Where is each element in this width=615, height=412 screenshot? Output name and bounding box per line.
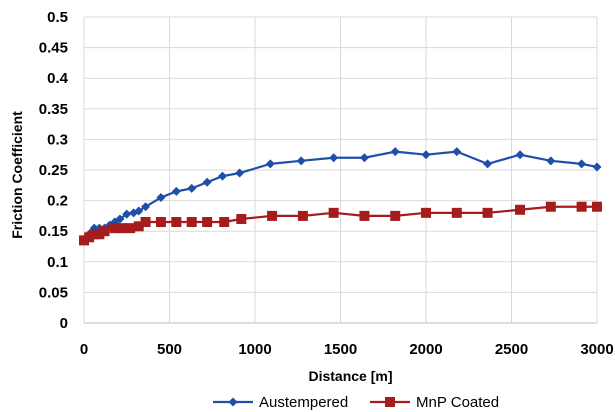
data-point bbox=[186, 217, 197, 228]
data-point bbox=[133, 221, 144, 232]
data-point bbox=[155, 217, 166, 228]
data-point bbox=[515, 150, 525, 160]
y-tick-label: 0.45 bbox=[39, 40, 68, 57]
y-tick-label: 0.05 bbox=[39, 284, 68, 301]
y-axis-ticks: 0 0.05 0.1 0.15 0.2 0.25 0.3 0.35 0.4 0.45 0.5 bbox=[39, 9, 69, 332]
data-point bbox=[94, 229, 105, 240]
legend: Austempered MnP Coated bbox=[213, 394, 499, 411]
data-point bbox=[483, 159, 493, 169]
y-tick-label: 0.4 bbox=[47, 70, 69, 87]
data-point bbox=[576, 201, 587, 212]
x-tick-label: 2000 bbox=[409, 341, 442, 358]
data-point bbox=[84, 232, 95, 243]
data-point bbox=[134, 206, 144, 216]
data-point bbox=[359, 210, 370, 221]
legend-item: MnP Coated bbox=[370, 394, 499, 411]
y-tick-label: 0 bbox=[60, 315, 68, 332]
y-tick-label: 0.3 bbox=[47, 131, 68, 148]
data-point bbox=[125, 223, 136, 234]
data-point bbox=[546, 156, 556, 166]
x-tick-label: 1500 bbox=[324, 341, 357, 358]
legend-marker bbox=[228, 397, 238, 407]
x-tick-label: 2500 bbox=[495, 341, 528, 358]
y-tick-label: 0.15 bbox=[39, 223, 68, 240]
y-tick-label: 0.35 bbox=[39, 101, 68, 118]
data-point bbox=[482, 207, 493, 218]
x-tick-label: 0 bbox=[80, 341, 88, 358]
data-point bbox=[140, 217, 151, 228]
y-tick-label: 0.2 bbox=[47, 193, 68, 210]
data-point bbox=[577, 159, 587, 169]
data-point bbox=[218, 171, 228, 181]
data-point bbox=[89, 229, 100, 240]
y-axis-title: Friction Coefficient bbox=[9, 111, 25, 239]
data-point bbox=[79, 235, 89, 246]
series-austempered bbox=[79, 147, 602, 245]
data-point bbox=[452, 147, 462, 157]
data-point bbox=[359, 153, 369, 163]
series-layer bbox=[79, 147, 602, 246]
x-axis-title: Distance [m] bbox=[308, 368, 392, 384]
data-point bbox=[187, 183, 197, 193]
legend-label: MnP Coated bbox=[416, 394, 499, 411]
legend-marker bbox=[385, 397, 395, 407]
x-tick-label: 500 bbox=[157, 341, 182, 358]
data-point bbox=[171, 217, 182, 228]
y-tick-label: 0.1 bbox=[47, 254, 68, 271]
data-point bbox=[297, 210, 308, 221]
data-point bbox=[329, 153, 339, 163]
data-point bbox=[328, 207, 339, 218]
data-point bbox=[235, 168, 245, 178]
grid bbox=[83, 16, 598, 323]
data-point bbox=[451, 207, 462, 218]
series-line bbox=[83, 205, 597, 242]
data-point bbox=[265, 159, 275, 169]
data-point bbox=[267, 210, 278, 221]
data-point bbox=[296, 156, 306, 166]
y-tick-label: 0.5 bbox=[47, 9, 68, 26]
data-point bbox=[421, 150, 431, 160]
data-point bbox=[171, 186, 181, 196]
legend-item: Austempered bbox=[213, 394, 348, 411]
data-point bbox=[390, 147, 400, 157]
data-point bbox=[115, 214, 125, 224]
data-point bbox=[116, 223, 127, 234]
data-point bbox=[202, 177, 212, 187]
data-point bbox=[109, 223, 120, 234]
x-tick-label: 3000 bbox=[580, 341, 613, 358]
y-tick-label: 0.25 bbox=[39, 162, 68, 179]
data-point bbox=[515, 204, 526, 215]
data-point bbox=[592, 162, 602, 172]
data-point bbox=[390, 210, 401, 221]
data-point bbox=[122, 209, 132, 219]
x-tick-label: 1000 bbox=[238, 341, 271, 358]
data-point bbox=[421, 207, 431, 218]
data-point bbox=[141, 202, 151, 212]
data-point bbox=[592, 201, 602, 212]
data-point bbox=[236, 213, 247, 224]
series-mnp-coated bbox=[79, 201, 602, 246]
data-point bbox=[545, 201, 556, 212]
x-axis-ticks: 0 500 1000 1500 2000 2500 3000 bbox=[80, 341, 614, 358]
data-point bbox=[202, 217, 213, 228]
data-point bbox=[156, 193, 166, 203]
data-point bbox=[99, 226, 110, 237]
data-point bbox=[219, 217, 230, 228]
legend-label: Austempered bbox=[259, 394, 348, 411]
